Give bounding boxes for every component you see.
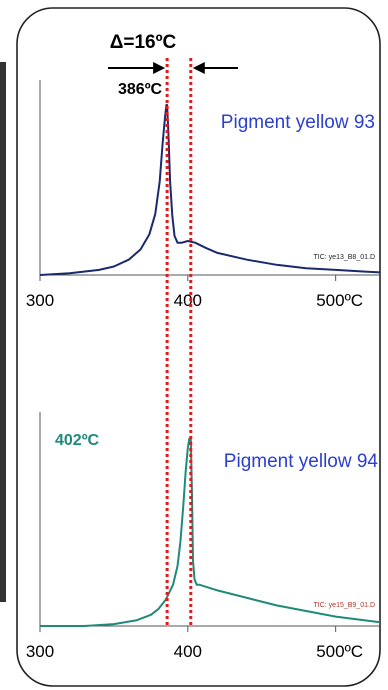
series-line [39,104,381,276]
x-tick-label: 400 [174,642,202,661]
series-name-label: Pigment yellow 94 [224,451,379,472]
file-label: TIC: ye13_B8_01.D [314,254,375,261]
panel-pigment-yellow-94: 300 400 500ºC 402ºC Pigment yellow 94 TIC: ye… [26,412,381,661]
x-tick-label: 300 [26,291,54,310]
panel-pigment-yellow-93: 300 400 500ºC 386ºC Pigment yellow 93 TIC: ye… [26,80,381,310]
chart-frame [16,7,381,687]
x-tick-label: 300 [26,642,54,661]
x-tick-label: 400 [174,291,202,310]
left-arrow-head [153,62,166,74]
file-label: TIC: ye15_B9_01.D [314,602,375,609]
series-name-label: Pigment yellow 93 [221,112,375,133]
peak-temperature-label: 386ºC [118,81,163,98]
right-arrow-head [192,62,205,74]
peak-marker-lines [165,58,193,626]
delta-label: Δ=16ºC [110,32,177,53]
delta-arrows [108,62,238,74]
x-tick-label: 500ºC [316,642,363,661]
x-tick-label: 500ºC [316,291,363,310]
peak-temperature-label: 402ºC [55,432,100,449]
left-edge-bar [0,62,6,602]
